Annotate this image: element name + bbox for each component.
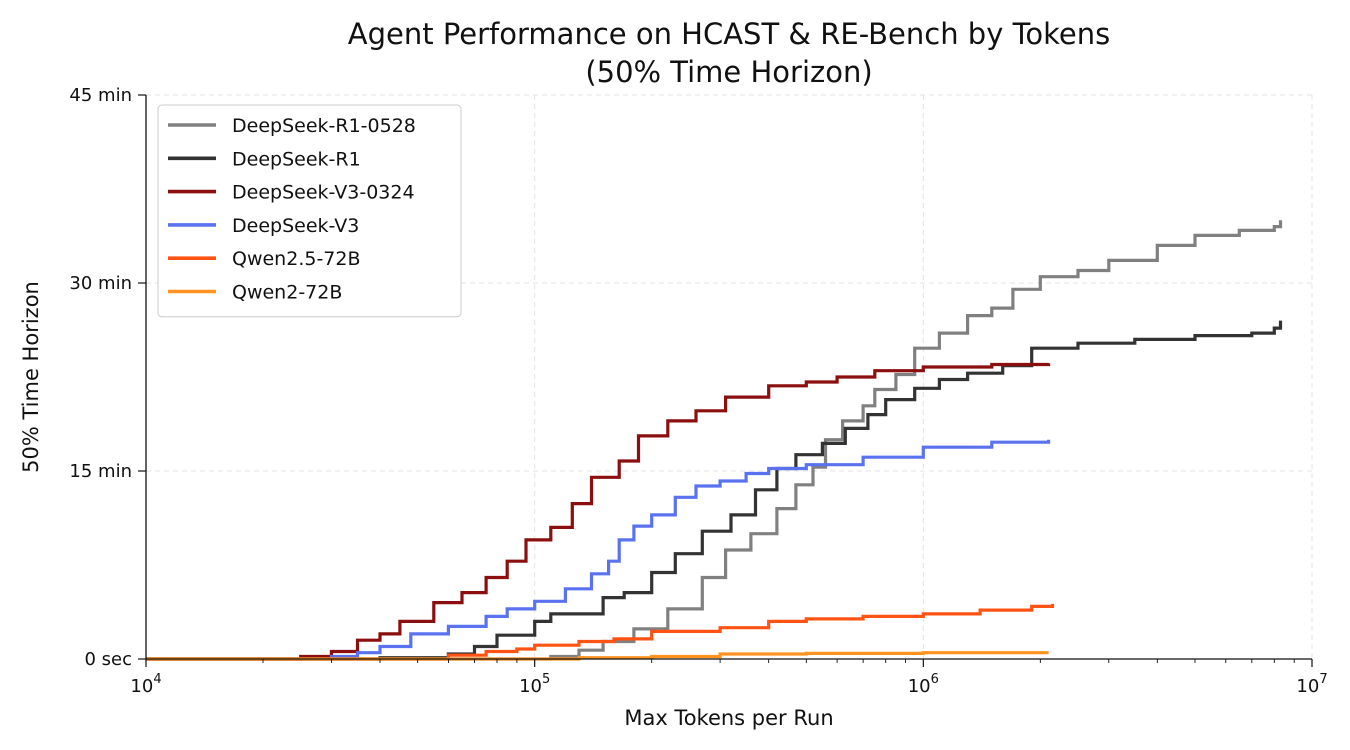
chart-subtitle: (50% Time Horizon) xyxy=(585,55,872,89)
legend-label: DeepSeek-R1-0528 xyxy=(232,115,416,137)
x-tick-label: 107 xyxy=(1296,672,1327,697)
x-tick-label: 104 xyxy=(130,672,161,697)
series-line-4 xyxy=(146,603,1055,661)
legend: DeepSeek-R1-0528 DeepSeek-R1 DeepSeek-V3-0… xyxy=(157,104,462,318)
legend-label: Qwen2-72B xyxy=(232,282,342,304)
chart-title: Agent Performance on HCAST & RE-Bench by… xyxy=(348,17,1110,51)
x-tick-label: 105 xyxy=(519,672,550,697)
y-tick-label: 15 min xyxy=(69,461,132,482)
x-axis-label: Max Tokens per Run xyxy=(624,706,833,730)
x-tick-label: 106 xyxy=(908,672,939,697)
series-line-5 xyxy=(146,651,1049,661)
y-tick-label: 0 sec xyxy=(84,649,132,670)
legend-label: Qwen2.5-72B xyxy=(232,248,361,270)
y-axis-label: 50% Time Horizon xyxy=(19,281,43,473)
series-group xyxy=(146,220,1283,661)
legend-label: DeepSeek-V3 xyxy=(232,215,359,237)
legend-label: DeepSeek-R1 xyxy=(232,148,361,170)
legend-box xyxy=(157,104,462,318)
grid xyxy=(146,94,1313,659)
series-line-0 xyxy=(146,220,1283,661)
series-line-1 xyxy=(146,320,1283,661)
series-line-2 xyxy=(146,362,1051,661)
axes: 104 105 106 107 0 sec 15 min 30 min 45 min xyxy=(69,85,1327,697)
y-tick-label: 30 min xyxy=(69,273,132,294)
series-line-3 xyxy=(146,439,1051,661)
y-tick-label: 45 min xyxy=(69,85,132,106)
legend-label: DeepSeek-V3-0324 xyxy=(232,182,415,204)
